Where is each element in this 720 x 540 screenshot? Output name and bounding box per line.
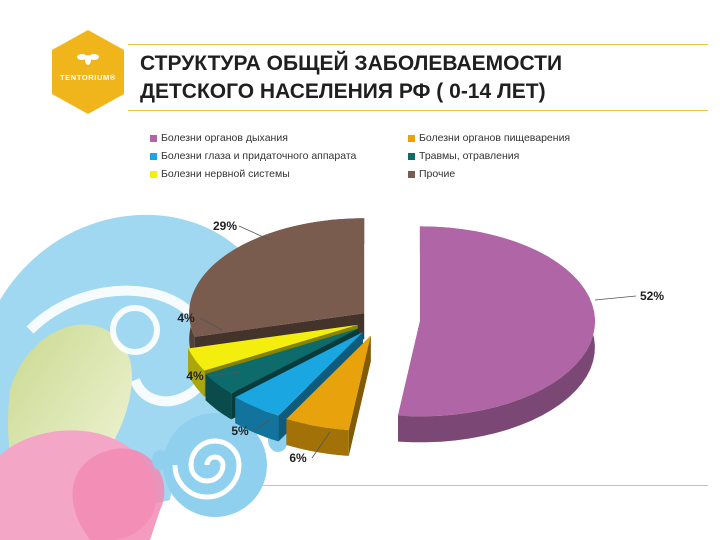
title-divider-top [128, 44, 708, 45]
pie-slice-side [235, 397, 279, 442]
title-divider-bottom [128, 110, 708, 111]
pie-slice-top [205, 328, 359, 394]
legend-label: Болезни глаза и придаточного аппарата [161, 150, 357, 162]
leader-line [311, 431, 331, 459]
pie-slice-side [286, 418, 349, 456]
legend-item: Болезни глаза и придаточного аппарата [150, 150, 356, 162]
pie-slice-top [235, 332, 363, 416]
leader-line [594, 295, 637, 301]
spiral-small [110, 305, 160, 355]
pie-slice [397, 226, 595, 443]
pie-slice-top [189, 218, 365, 337]
legend-item: Прочие [408, 168, 455, 180]
legend-label: Травмы, отравления [419, 150, 520, 162]
tentorium-logo: TENTORIUM® [48, 28, 128, 116]
legend-label: Прочие [419, 168, 456, 180]
pie-slice [286, 335, 371, 456]
legend-swatch [408, 170, 415, 178]
legend-swatch [150, 134, 157, 142]
data-label: 29% [213, 219, 237, 233]
bottom-divider [240, 485, 708, 486]
data-label: 52% [640, 289, 664, 303]
legend-label: Болезни нервной системы [161, 168, 290, 180]
data-label: 5% [231, 424, 249, 438]
leader-line [238, 225, 271, 241]
pie-slice-top [188, 324, 358, 371]
logo-text: TENTORIUM® [60, 73, 116, 82]
legend-swatch [150, 152, 157, 160]
legend-item: Болезни органов дыхания [150, 132, 288, 144]
title-line-1: СТРУКТУРА ОБЩЕЙ ЗАБОЛЕВАЕМОСТИ [140, 52, 563, 75]
data-label: 4% [177, 311, 195, 325]
pie-slice-top [397, 226, 595, 417]
leader-line [199, 317, 223, 331]
data-label: 4% [186, 369, 204, 383]
pie-slice-side [205, 374, 232, 420]
leader-line [253, 419, 271, 432]
blue-spiral-line [172, 438, 242, 500]
legend-swatch [408, 152, 415, 160]
legend-label: Болезни органов пищеварения [419, 132, 571, 144]
page-title: СТРУКТУРА ОБЩЕЙ ЗАБОЛЕВАЕМОСТИ ДЕТСКОГО … [140, 50, 700, 106]
pie-slice-side [188, 348, 205, 397]
leader-line [208, 371, 241, 377]
pink-swirl-2 [72, 448, 165, 540]
pie-slice-top [286, 335, 371, 430]
legend-swatch [408, 134, 415, 142]
legend-swatch [150, 170, 157, 178]
data-label: 6% [289, 451, 307, 465]
legend-label: Болезни органов дыхания [161, 132, 288, 144]
legend-item: Болезни органов пищеварения [408, 132, 570, 144]
legend-item: Болезни нервной системы [150, 168, 290, 180]
droplet-2 [152, 450, 168, 470]
legend-item: Травмы, отравления [408, 150, 519, 162]
title-line-2: ДЕТСКОГО НАСЕЛЕНИЯ РФ ( 0-14 ЛЕТ) [140, 80, 546, 103]
